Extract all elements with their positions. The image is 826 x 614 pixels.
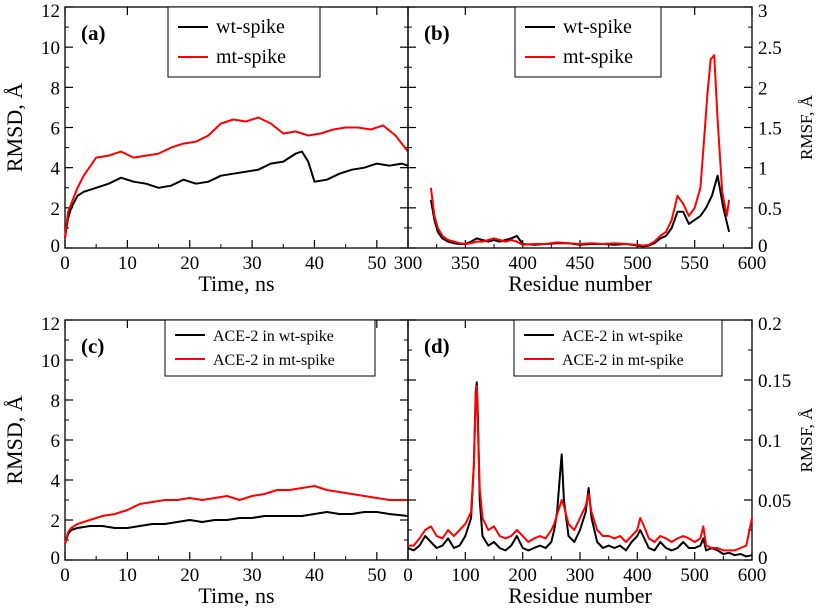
panel-label: (d) [424,334,450,358]
x-tick-label: 600 [738,253,767,274]
series-line-wt [64,511,409,545]
series-line-mt [64,116,409,239]
x-tick-label: 450 [566,253,595,274]
x-axis-label: Time, ns [198,583,274,608]
x-tick-label: 350 [451,253,480,274]
x-tick-label: 40 [305,565,324,586]
y-tick-label: 8 [51,391,61,412]
y-tick-label: 10 [41,351,60,372]
panel-c: 0 10 20 30 40 50 0 2 4 6 8 10 12 (c) ACE-2 in wt-spike… [2,314,409,608]
y-axis-label: RMSD, Å [2,83,27,172]
y-tick-label: 12 [41,1,60,22]
panel-a: 0 10 20 30 40 50 0 2 4 6 8 10 12 (a) wt-spike mt-spike T… [2,1,409,296]
x-tick-label: 30 [243,565,262,586]
legend: ACE-2 in wt-spike ACE-2 in mt-spike [164,319,376,377]
y-tick-label: 0.05 [758,491,791,512]
legend-box [513,319,723,377]
x-tick-label: 0 [60,565,70,586]
legend-box [167,6,321,78]
x-axis-label: Time, ns [198,271,274,296]
legend: ACE-2 in wt-spike ACE-2 in mt-spike [513,319,723,377]
legend-label: wt-spike [216,16,285,38]
y-tick-label: 0 [51,236,61,257]
y-tick-label: 1 [758,159,768,180]
x-tick-label: 500 [680,565,709,586]
x-axis-label: Residue number [508,271,652,296]
panel-label: (c) [81,334,104,358]
y-tick-label: 3 [758,1,768,22]
legend-label: mt-spike [216,46,286,68]
x-tick-label: 10 [118,565,137,586]
series-line-wt [429,174,731,248]
y-tick-label: 1.5 [758,119,782,140]
y-tick-label: 0.2 [758,314,782,335]
y-tick-label: 0.15 [758,371,791,392]
y-axis-label: RMSD, Å [2,395,27,484]
y-tick-label: 6 [51,119,61,140]
panel-label: (b) [424,21,450,45]
y-tick-label: 12 [41,314,60,335]
x-tick-label: 400 [623,565,652,586]
x-tick-label: 30 [243,253,262,274]
series-line-wt [64,150,409,239]
y-tick-label: 0.5 [758,199,782,220]
x-tick-label: 100 [451,565,480,586]
y-tick-label: 2 [51,199,61,220]
y-tick-label: 0 [51,548,61,569]
y-tick-label: 2.5 [758,38,782,59]
legend: wt-spike mt-spike [514,6,662,78]
x-tick-label: 40 [305,253,324,274]
legend-label: mt-spike [563,46,633,68]
y-tick-label: 10 [41,38,60,59]
legend-label: ACE-2 in mt-spike [213,352,335,369]
x-tick-label: 50 [367,253,386,274]
legend-box [164,319,376,377]
x-tick-label: 20 [180,253,199,274]
x-tick-label: 300 [394,253,423,274]
x-tick-label: 400 [508,253,537,274]
x-tick-label: 500 [623,253,652,274]
legend-label: ACE-2 in wt-spike [213,328,334,345]
y-tick-label: 6 [51,431,61,452]
series-line-mt [64,485,408,545]
y-tick-label: 2 [758,78,768,99]
x-tick-label: 550 [680,253,709,274]
x-tick-label: 300 [566,565,595,586]
y-tick-label: 0 [758,236,768,257]
x-axis-label: Residue number [508,583,652,608]
x-tick-label: 20 [180,565,199,586]
x-tick-label: 0 [60,253,70,274]
y-tick-label: 0.1 [758,431,782,452]
legend-box [514,6,662,78]
y-axis-label-right: RMSF, Å [797,94,816,160]
legend-label: wt-spike [563,16,632,38]
x-tick-label: 10 [118,253,137,274]
legend: wt-spike mt-spike [167,6,321,78]
y-tick-label: 4 [51,159,61,180]
panel-label: (a) [81,21,106,45]
y-tick-label: 2 [51,511,61,532]
series-line-mt [429,54,731,247]
series-line-mt [408,385,753,552]
x-tick-label: 0 [403,565,413,586]
legend-label: ACE-2 in wt-spike [562,328,683,345]
x-tick-label: 200 [508,565,537,586]
x-tick-label: 50 [367,565,386,586]
x-tick-label: 600 [738,565,767,586]
y-tick-label: 8 [51,78,61,99]
legend-label: ACE-2 in mt-spike [562,352,684,369]
y-tick-label: 4 [51,471,61,492]
y-tick-label: 0 [758,548,768,569]
y-axis-label-right: RMSF, Å [797,407,816,473]
